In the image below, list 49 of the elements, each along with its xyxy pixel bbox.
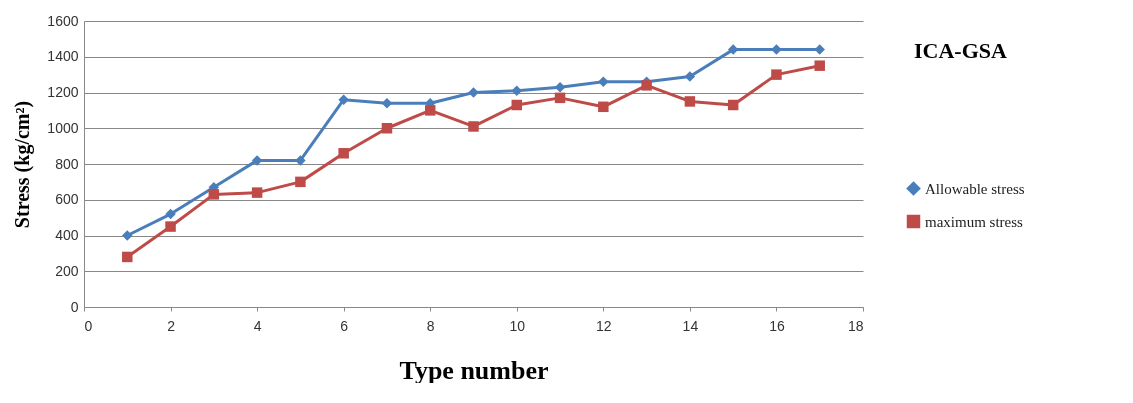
y-tick-label: 1000	[47, 119, 79, 136]
point	[771, 69, 782, 80]
x-tick-label: 8	[426, 317, 435, 334]
point	[598, 76, 609, 88]
point	[598, 101, 609, 113]
point	[251, 187, 263, 198]
point	[338, 148, 349, 159]
point	[165, 208, 176, 220]
point	[554, 81, 566, 93]
point	[295, 155, 306, 166]
y-tick-label: 1200	[47, 84, 79, 100]
x-tick-label: 16	[769, 317, 785, 334]
point	[208, 189, 220, 200]
point	[424, 105, 436, 116]
x-tick-label: 0	[84, 317, 93, 334]
point	[295, 176, 306, 188]
legend-label: Allowable stress	[925, 180, 1025, 197]
point	[511, 99, 523, 111]
point	[554, 92, 566, 104]
y-tick-label: 0	[70, 298, 79, 315]
y-tick-label: 200	[55, 262, 79, 279]
point	[122, 251, 133, 263]
point	[338, 94, 349, 105]
y-axis-title: Stress (kg/cm²)	[11, 100, 35, 229]
point	[165, 221, 176, 232]
point	[468, 121, 479, 132]
y-tick-label: 600	[55, 191, 79, 208]
point	[684, 96, 696, 107]
point	[814, 60, 825, 71]
x-tick-label: 2	[167, 317, 176, 334]
legend-label: maximum stress	[925, 213, 1024, 230]
point	[727, 99, 739, 111]
y-tick-label: 1600	[47, 12, 79, 29]
x-tick-label: 12	[596, 317, 612, 334]
point	[511, 85, 523, 96]
point	[641, 80, 652, 91]
x-tick-label: 4	[253, 317, 262, 334]
text: ICA-GSA	[914, 38, 1008, 63]
y-tick-label: 800	[55, 155, 79, 172]
point	[684, 71, 696, 82]
x-tick-label: 18	[847, 317, 864, 334]
y-tick-label: 400	[55, 227, 79, 243]
y-tick-label: 1400	[47, 48, 79, 65]
point	[468, 87, 479, 98]
x-tick-label: 6	[340, 317, 349, 334]
point	[381, 123, 393, 134]
x-tick-label: 14	[682, 317, 699, 334]
x-tick-label: 10	[509, 317, 526, 334]
point	[122, 230, 133, 241]
